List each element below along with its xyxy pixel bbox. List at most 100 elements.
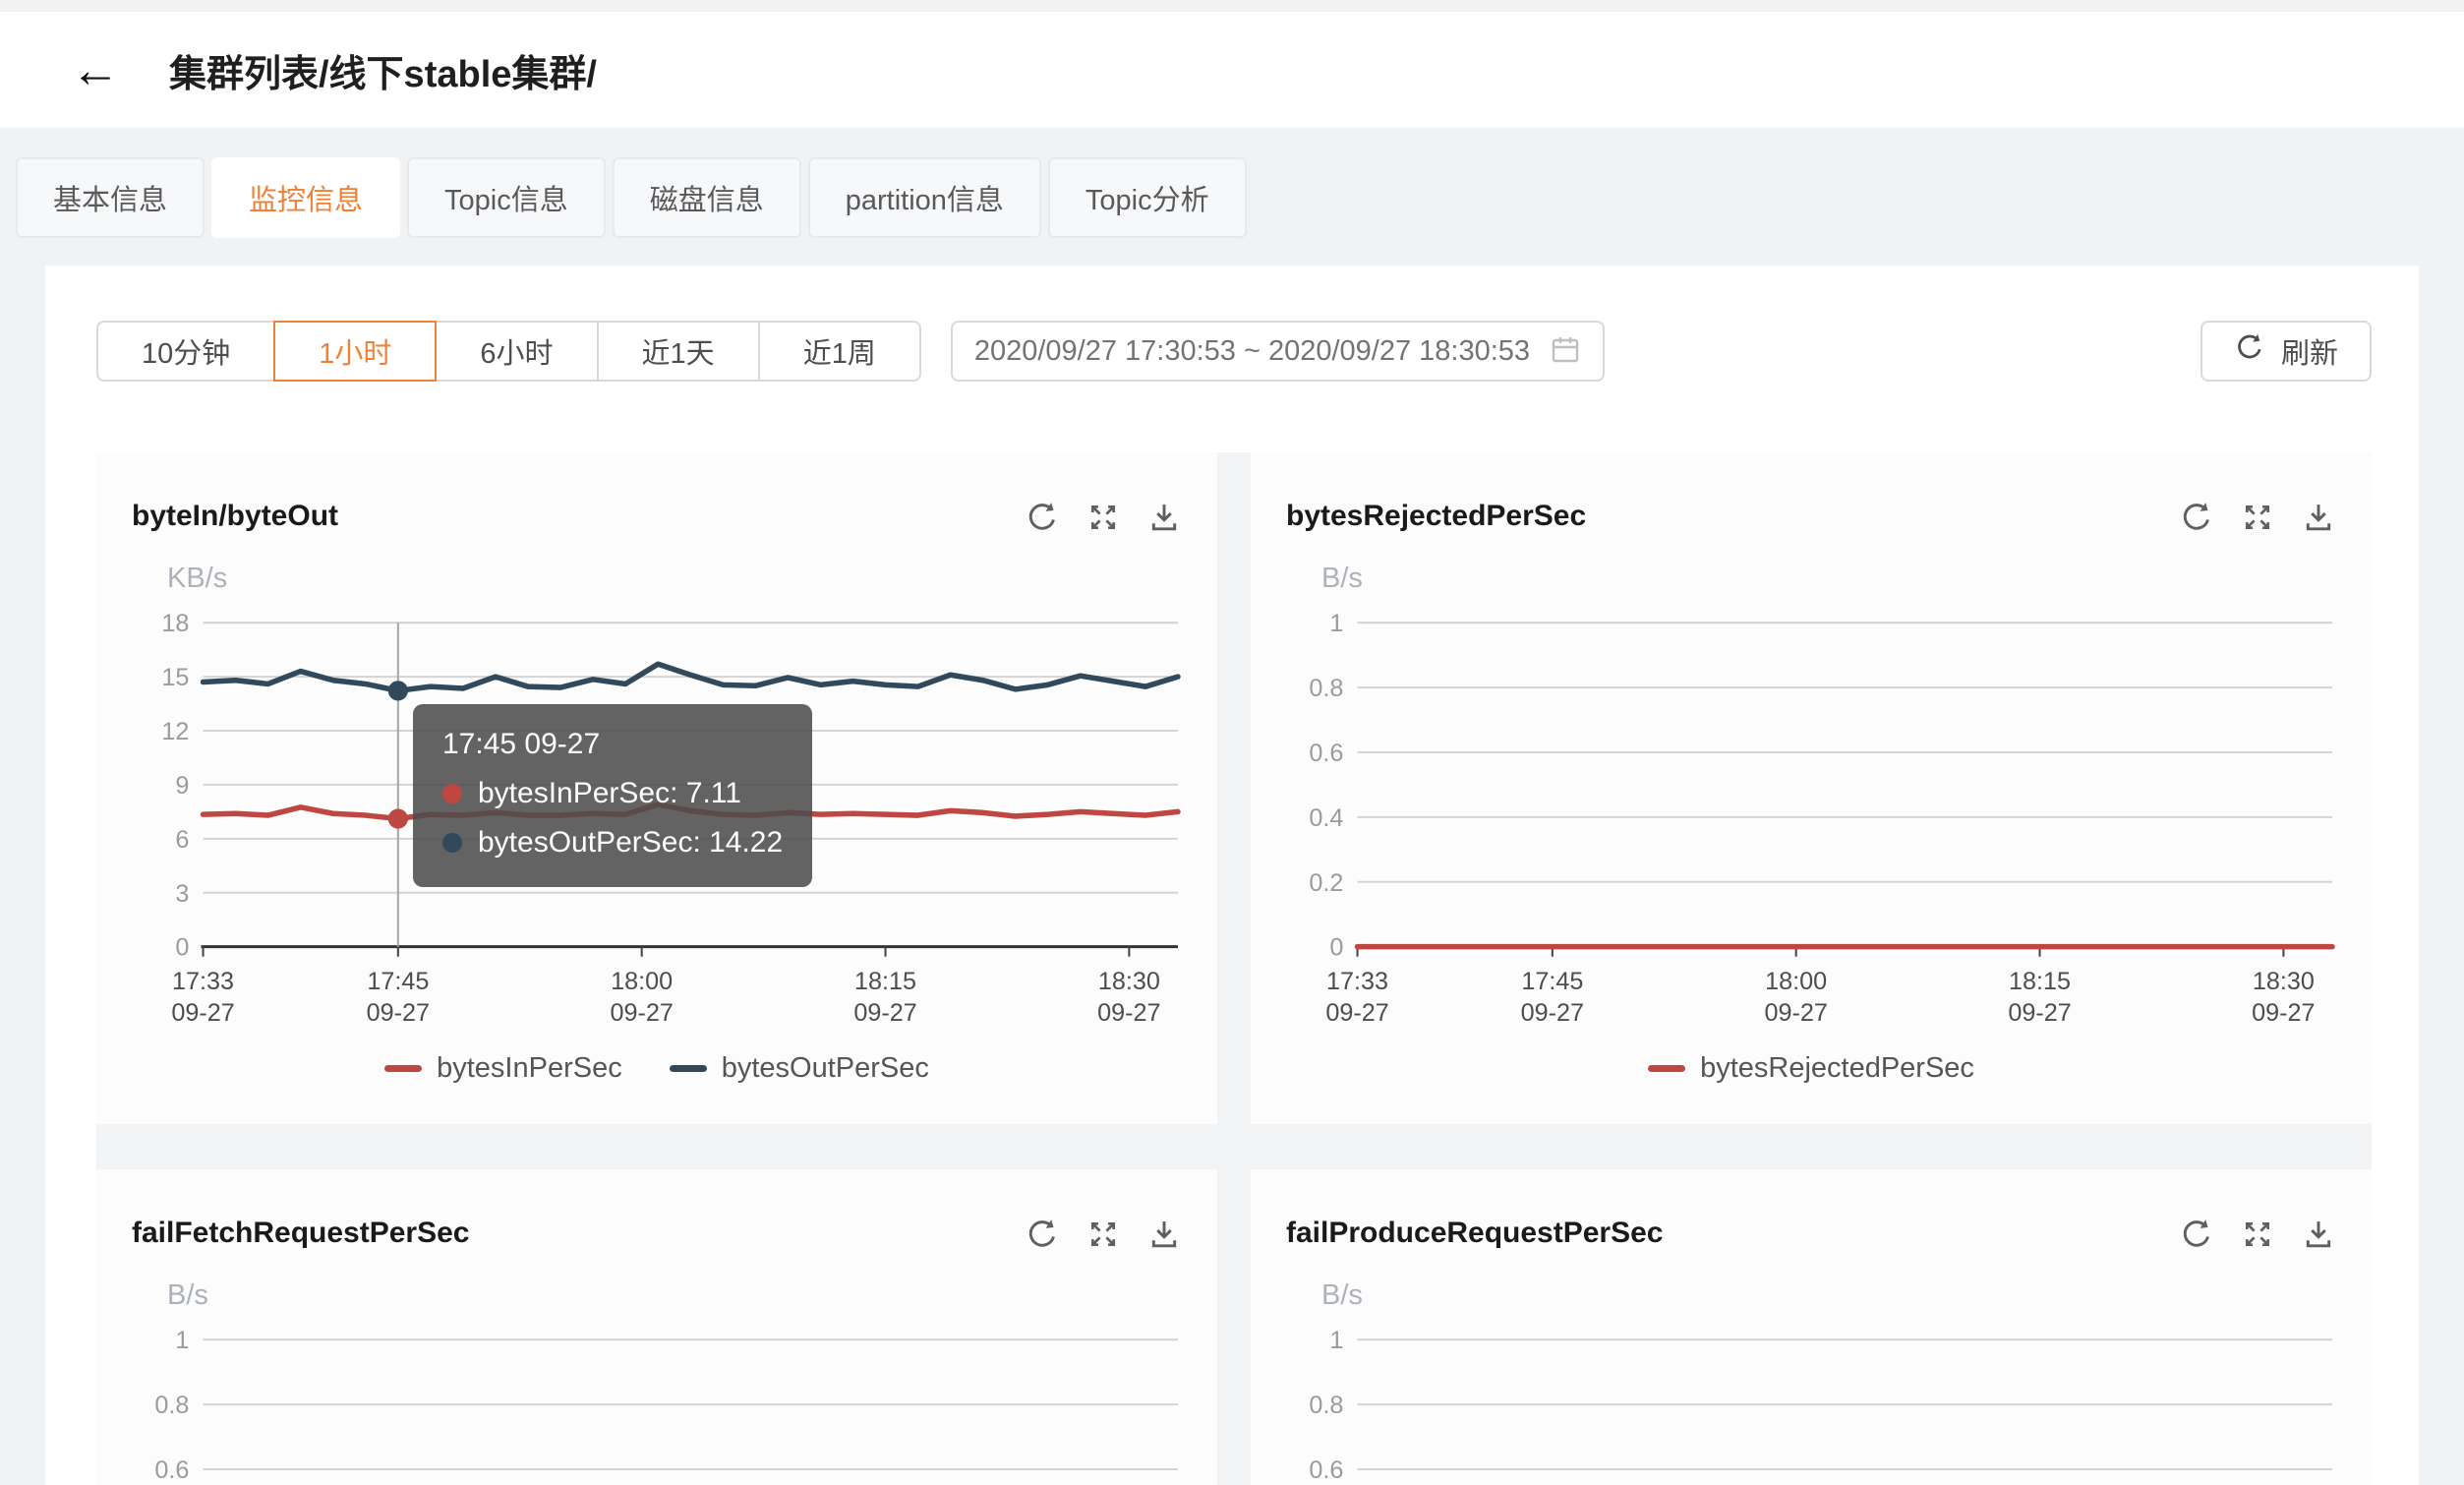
svg-text:0.6: 0.6 — [1309, 1456, 1343, 1484]
svg-text:0.6: 0.6 — [1309, 740, 1343, 767]
svg-text:1: 1 — [175, 1328, 189, 1355]
svg-text:18:00: 18:00 — [1765, 968, 1827, 995]
tab-bar: 基本信息 监控信息 Topic信息 磁盘信息 partition信息 Topic分析 — [16, 157, 2464, 238]
refresh-label: 刷新 — [2280, 338, 2338, 370]
range-6hour[interactable]: 6小时 — [437, 321, 599, 382]
chart-download-icon[interactable] — [1146, 500, 1182, 535]
chart-canvas[interactable]: 00.20.40.60.81 — [132, 1316, 1182, 1485]
tab-disk-info[interactable]: 磁盘信息 — [612, 157, 801, 238]
svg-text:1: 1 — [1329, 1328, 1343, 1355]
range-10min[interactable]: 10分钟 — [96, 321, 276, 382]
chart-download-icon[interactable] — [2301, 500, 2336, 535]
svg-text:17:33: 17:33 — [1326, 968, 1388, 995]
svg-text:18:00: 18:00 — [611, 968, 673, 995]
chart-title: byteIn/byteOut — [132, 500, 339, 532]
svg-text:9: 9 — [175, 772, 189, 800]
tab-monitor-info[interactable]: 监控信息 — [211, 157, 401, 238]
chart-expand-icon[interactable] — [2240, 1217, 2275, 1252]
svg-text:3: 3 — [175, 880, 189, 908]
chart-expand-icon[interactable] — [2240, 500, 2275, 535]
tab-topic-analysis[interactable]: Topic分析 — [1047, 157, 1247, 238]
svg-text:09-27: 09-27 — [1764, 999, 1827, 1027]
legend-item-bytesinpersec[interactable]: bytesInPerSec — [384, 1052, 622, 1085]
chart-refresh-icon[interactable] — [1025, 500, 1060, 535]
chart-download-icon[interactable] — [2301, 1217, 2336, 1252]
svg-text:09-27: 09-27 — [1325, 999, 1388, 1027]
chart-legend: bytesRejectedPerSec — [1286, 1052, 2336, 1085]
svg-text:09-27: 09-27 — [610, 999, 673, 1027]
chart-unit-label: B/s — [167, 1279, 208, 1312]
legend-item-bytesrejectedpersec[interactable]: bytesRejectedPerSec — [1648, 1052, 1974, 1085]
chart-card-header: failFetchRequestPerSec — [132, 1217, 1182, 1252]
svg-text:18:30: 18:30 — [1098, 968, 1160, 995]
legend-item-bytesoutpersec[interactable]: bytesOutPerSec — [669, 1052, 929, 1085]
svg-text:18:30: 18:30 — [2253, 968, 2315, 995]
chart-expand-icon[interactable] — [1085, 500, 1121, 535]
refresh-button[interactable]: 刷新 — [2200, 321, 2372, 382]
chart-card-failproducerequestpersec: failProduceRequestPerSecB/s00.20.40.60.8… — [1251, 1169, 2372, 1485]
range-1hour[interactable]: 1小时 — [273, 321, 438, 382]
chart-refresh-icon[interactable] — [2179, 1217, 2214, 1252]
svg-text:17:45: 17:45 — [367, 968, 429, 995]
svg-text:0.8: 0.8 — [1309, 675, 1343, 702]
chart-unit-label: B/s — [1321, 1279, 1363, 1312]
svg-text:09-27: 09-27 — [853, 999, 916, 1027]
svg-text:0.2: 0.2 — [1309, 869, 1343, 897]
tab-partition-info[interactable]: partition信息 — [807, 157, 1041, 238]
range-1week[interactable]: 近1周 — [759, 321, 921, 382]
date-range-picker[interactable]: 2020/09/27 17:30:53 ~ 2020/09/27 18:30:5… — [950, 321, 1606, 382]
legend-dash-icon — [384, 1065, 423, 1073]
range-1day[interactable]: 近1天 — [598, 321, 760, 382]
back-arrow-icon[interactable]: ← — [71, 42, 120, 97]
chart-toolbar-icons — [1025, 1217, 1182, 1252]
svg-text:0.8: 0.8 — [154, 1392, 189, 1419]
chart-toolbar-icons — [1025, 500, 1182, 535]
svg-text:0.6: 0.6 — [154, 1456, 189, 1484]
breadcrumb-title: 集群列表/线下stable集群/ — [169, 53, 597, 95]
svg-text:09-27: 09-27 — [1521, 999, 1584, 1027]
svg-text:09-27: 09-27 — [171, 999, 234, 1027]
svg-text:09-27: 09-27 — [2252, 999, 2315, 1027]
tab-basic-info[interactable]: 基本信息 — [16, 157, 205, 238]
chart-refresh-icon[interactable] — [1025, 1217, 1060, 1252]
content-panel: 10分钟 1小时 6小时 近1天 近1周 2020/09/27 17:30:53 ~ 2… — [45, 266, 2419, 1485]
legend-label: bytesInPerSec — [437, 1052, 622, 1085]
legend-dash-icon — [1648, 1065, 1686, 1073]
chart-title: failFetchRequestPerSec — [132, 1217, 470, 1250]
svg-text:0: 0 — [175, 934, 189, 962]
chart-canvas[interactable]: 0 0.2 0.4 0.6 0.8 1 17:33 09-27 17:45 09-27 18:00 0… — [1286, 599, 2336, 1037]
svg-text:18:15: 18:15 — [854, 968, 916, 995]
svg-text:09-27: 09-27 — [367, 999, 430, 1027]
chart-card-bytesrejectedpersec: bytesRejectedPerSec B/s 0 0.2 0.4 0.6 0.8 1 17:3… — [1251, 452, 2372, 1125]
legend-label: bytesRejectedPerSec — [1700, 1052, 1974, 1085]
chart-download-icon[interactable] — [1146, 1217, 1182, 1252]
tab-topic-info[interactable]: Topic信息 — [407, 157, 606, 238]
chart-title: bytesRejectedPerSec — [1286, 500, 1587, 532]
svg-text:15: 15 — [161, 664, 189, 691]
date-range-value: 2020/09/27 17:30:53 ~ 2020/09/27 18:30:5… — [973, 334, 1531, 367]
legend-label: bytesOutPerSec — [721, 1052, 929, 1085]
svg-text:0.4: 0.4 — [1309, 804, 1343, 832]
chart-expand-icon[interactable] — [1085, 1217, 1121, 1252]
chart-card-header: bytesRejectedPerSec — [1286, 500, 2336, 535]
chart-canvas[interactable]: 0 3 6 9 12 15 18 17:33 09-27 17:45 09-27 18:00 09-27… — [132, 599, 1182, 1037]
refresh-icon — [2234, 331, 2265, 371]
svg-text:0.8: 0.8 — [1309, 1392, 1343, 1419]
svg-text:1: 1 — [1329, 610, 1343, 637]
page-header: ← 集群列表/线下stable集群/ — [0, 12, 2464, 128]
svg-text:6: 6 — [175, 826, 189, 854]
chart-toolbar-icons — [2179, 500, 2336, 535]
svg-text:12: 12 — [161, 718, 189, 745]
svg-text:18:15: 18:15 — [2009, 968, 2071, 995]
chart-title: failProduceRequestPerSec — [1286, 1217, 1664, 1250]
toolbar: 10分钟 1小时 6小时 近1天 近1周 2020/09/27 17:30:53 ~ 2… — [96, 321, 2372, 382]
chart-refresh-icon[interactable] — [2179, 500, 2214, 535]
chart-card-header: failProduceRequestPerSec — [1286, 1217, 2336, 1252]
chart-card-bytein-byteout: byteIn/byteOut KB/s 0 3 6 9 12 15 18 17:33 09-27 17… — [96, 452, 1217, 1125]
chart-canvas[interactable]: 00.20.40.60.81 — [1286, 1316, 2336, 1485]
calendar-icon — [1550, 333, 1581, 370]
svg-text:17:33: 17:33 — [172, 968, 234, 995]
chart-legend: bytesInPerSec bytesOutPerSec — [132, 1052, 1182, 1085]
svg-text:0: 0 — [1329, 934, 1343, 962]
chart-toolbar-icons — [2179, 1217, 2336, 1252]
